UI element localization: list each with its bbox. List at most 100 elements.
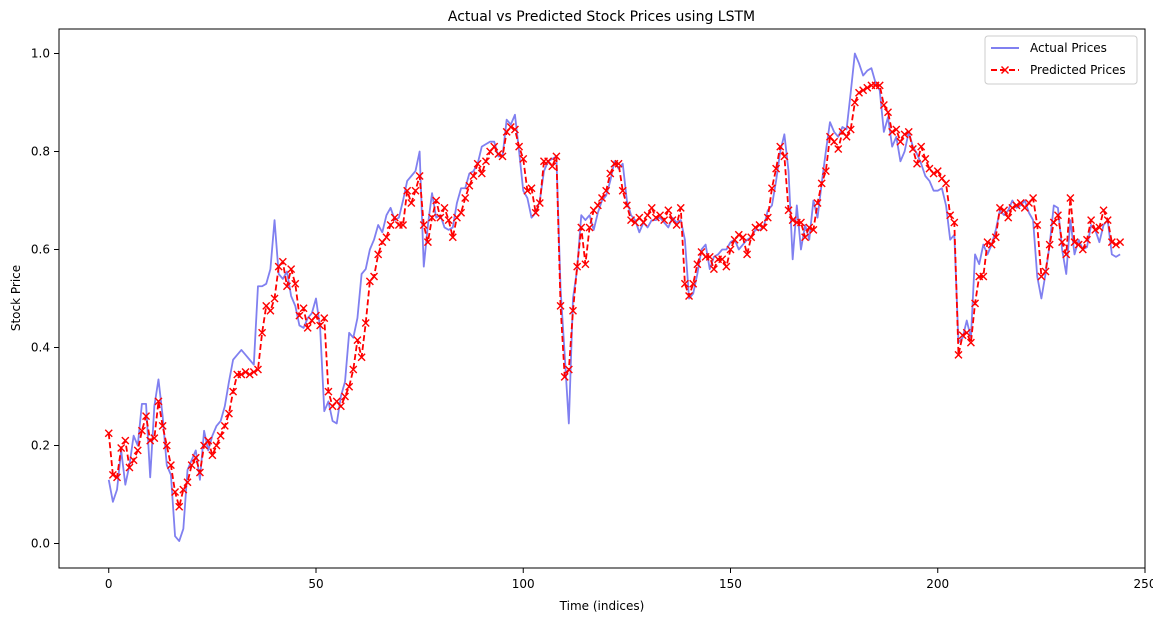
y-tick-label: 0.4 [31, 341, 50, 355]
predicted-point [357, 353, 366, 362]
predicted-point [614, 159, 623, 168]
predicted-point [564, 365, 573, 374]
predicted-point [622, 201, 631, 210]
predicted-point [224, 409, 233, 418]
predicted-point [1116, 238, 1125, 247]
predicted-point [834, 145, 843, 154]
predicted-point [772, 164, 781, 173]
predicted-point [552, 152, 561, 161]
predicted-point [220, 421, 229, 430]
predicted-point [129, 456, 138, 465]
predicted-point [809, 225, 818, 234]
series-line-actual [107, 52, 1121, 542]
x-tick-label: 200 [926, 577, 949, 591]
predicted-point [382, 233, 391, 242]
predicted-point [166, 461, 175, 470]
predicted-point [950, 218, 959, 227]
predicted-point [320, 314, 329, 323]
predicted-point [515, 142, 524, 151]
predicted-point [1111, 240, 1120, 249]
predicted-point [846, 125, 855, 134]
predicted-point [830, 137, 839, 146]
predicted-point [639, 218, 648, 227]
predicted-point [519, 154, 528, 163]
predicted-point [108, 470, 117, 479]
predicted-point [204, 436, 213, 445]
predicted-point [117, 443, 126, 452]
predicted-point [892, 125, 901, 134]
predicted-point [473, 159, 482, 168]
predicted-point [660, 216, 669, 225]
predicted-point [718, 255, 727, 264]
predicted-point [1091, 225, 1100, 234]
predicted-point [1008, 203, 1017, 212]
predicted-point [581, 260, 590, 269]
predicted-point [345, 382, 354, 391]
predicted-point [850, 98, 859, 107]
predicted-point [523, 186, 532, 195]
predicted-point [995, 203, 1004, 212]
predicted-point [241, 368, 250, 376]
predicted-point [407, 198, 416, 207]
chart-title: Actual vs Predicted Stock Prices using L… [448, 9, 755, 25]
predicted-point [1053, 211, 1062, 220]
predicted-point [179, 485, 188, 494]
predicted-point [150, 434, 159, 443]
predicted-point [1000, 206, 1009, 215]
predicted-point [415, 172, 424, 180]
predicted-point [859, 86, 868, 95]
predicted-point [494, 149, 503, 158]
predicted-point [801, 233, 810, 242]
predicted-point [1058, 238, 1067, 247]
predicted-point [432, 196, 441, 205]
predicted-point [1078, 245, 1087, 254]
predicted-point [411, 186, 420, 195]
predicted-point [162, 441, 171, 450]
legend-label-predicted: Predicted Prices [1030, 63, 1126, 77]
predicted-point [854, 88, 863, 97]
predicted-point [287, 265, 296, 274]
predicted-point [104, 429, 113, 438]
predicted-point [767, 184, 776, 193]
predicted-point [942, 179, 951, 188]
predicted-point [747, 233, 756, 242]
predicted-point [929, 169, 938, 178]
predicted-point [689, 279, 698, 288]
predicted-point [370, 272, 379, 281]
predicted-point [966, 338, 975, 347]
predicted-point [643, 211, 652, 220]
predicted-point [506, 123, 515, 131]
predicted-point [962, 328, 971, 337]
predicted-point [863, 83, 872, 92]
predicted-point [146, 436, 155, 445]
predicted-point [1087, 216, 1096, 225]
predicted-point [531, 208, 540, 217]
predicted-point [1062, 250, 1071, 259]
predicted-point [175, 502, 184, 511]
predicted-point [390, 213, 399, 222]
y-tick-label: 1.0 [31, 47, 50, 61]
predicted-point [917, 142, 926, 151]
y-tick-label: 0.2 [31, 439, 50, 453]
predicted-point [253, 365, 262, 374]
y-tick-label: 0.8 [31, 145, 50, 159]
predicted-point [987, 240, 996, 249]
predicted-point [448, 233, 457, 242]
predicted-point [734, 230, 743, 239]
predicted-point [884, 108, 893, 117]
predicted-point [212, 441, 221, 450]
predicted-point [278, 257, 287, 266]
predicted-point [879, 100, 888, 109]
predicted-point [353, 336, 362, 345]
predicted-point [676, 203, 685, 212]
predicted-point [817, 179, 826, 188]
predicted-point [142, 412, 151, 421]
plot-frame [58, 28, 1146, 569]
predicted-point [788, 216, 797, 225]
predicted-point [399, 221, 408, 229]
predicted-point [386, 221, 395, 229]
predicted-point [457, 208, 466, 217]
predicted-point [527, 184, 536, 193]
predicted-point [1095, 223, 1104, 232]
predicted-point [237, 370, 246, 379]
